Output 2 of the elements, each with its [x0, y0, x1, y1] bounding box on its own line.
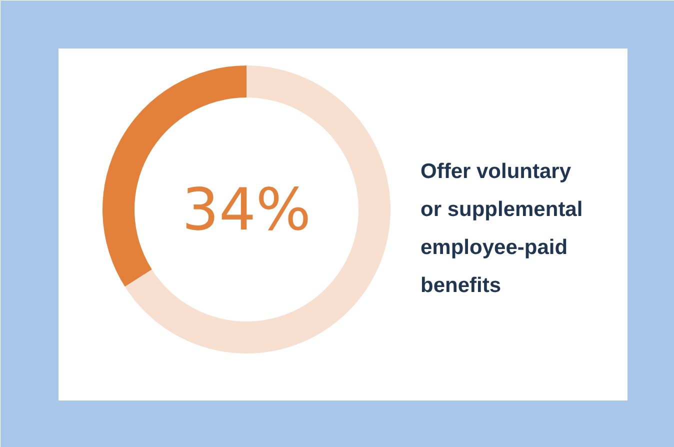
data-label: 34% — [182, 176, 311, 244]
text: Offer voluntary or supplemental employee-paid benefits — [420, 160, 583, 297]
